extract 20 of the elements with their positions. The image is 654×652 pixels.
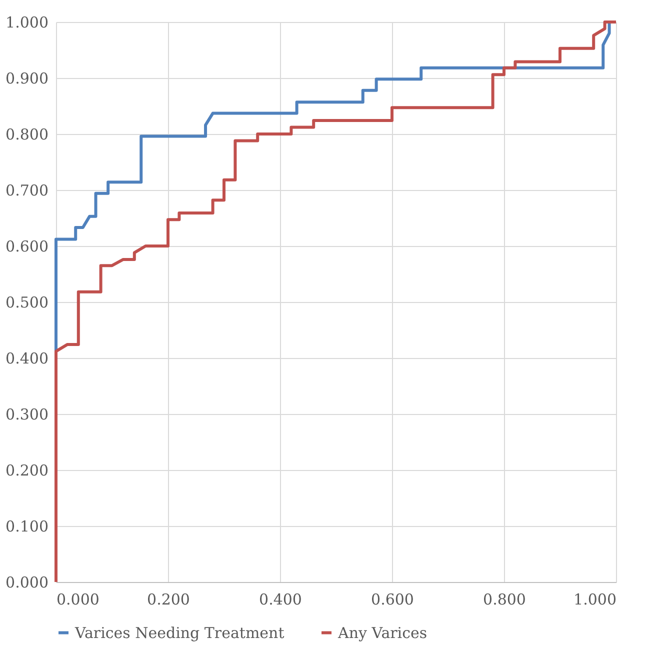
x-tick-label: 1.000	[574, 590, 616, 608]
legend-label: Any Varices	[337, 624, 428, 642]
y-tick-label: 0.900	[6, 70, 48, 88]
y-tick-label: 0.300	[6, 406, 48, 424]
y-tick-label: 0.600	[6, 238, 48, 256]
x-tick-label: 0.200	[147, 590, 190, 608]
x-tick-label: 0.800	[483, 590, 526, 608]
y-tick-label: 1.000	[6, 14, 48, 32]
y-tick-label: 0.400	[6, 350, 48, 368]
line-series	[54, 20, 618, 584]
legend-label: Varices Needing Treatment	[74, 624, 284, 642]
x-tick-label: 0.400	[259, 590, 302, 608]
y-tick-label: 0.500	[6, 294, 48, 312]
y-tick-label: 0.800	[6, 126, 48, 144]
y-tick-label: 0.200	[6, 462, 48, 480]
x-tick-label: 0.000	[56, 590, 100, 608]
y-tick-label: 0.100	[6, 518, 48, 536]
y-tick-label: 0.700	[6, 182, 48, 200]
y-tick-label: 0.000	[6, 574, 48, 592]
x-tick-label: 0.600	[371, 590, 414, 608]
